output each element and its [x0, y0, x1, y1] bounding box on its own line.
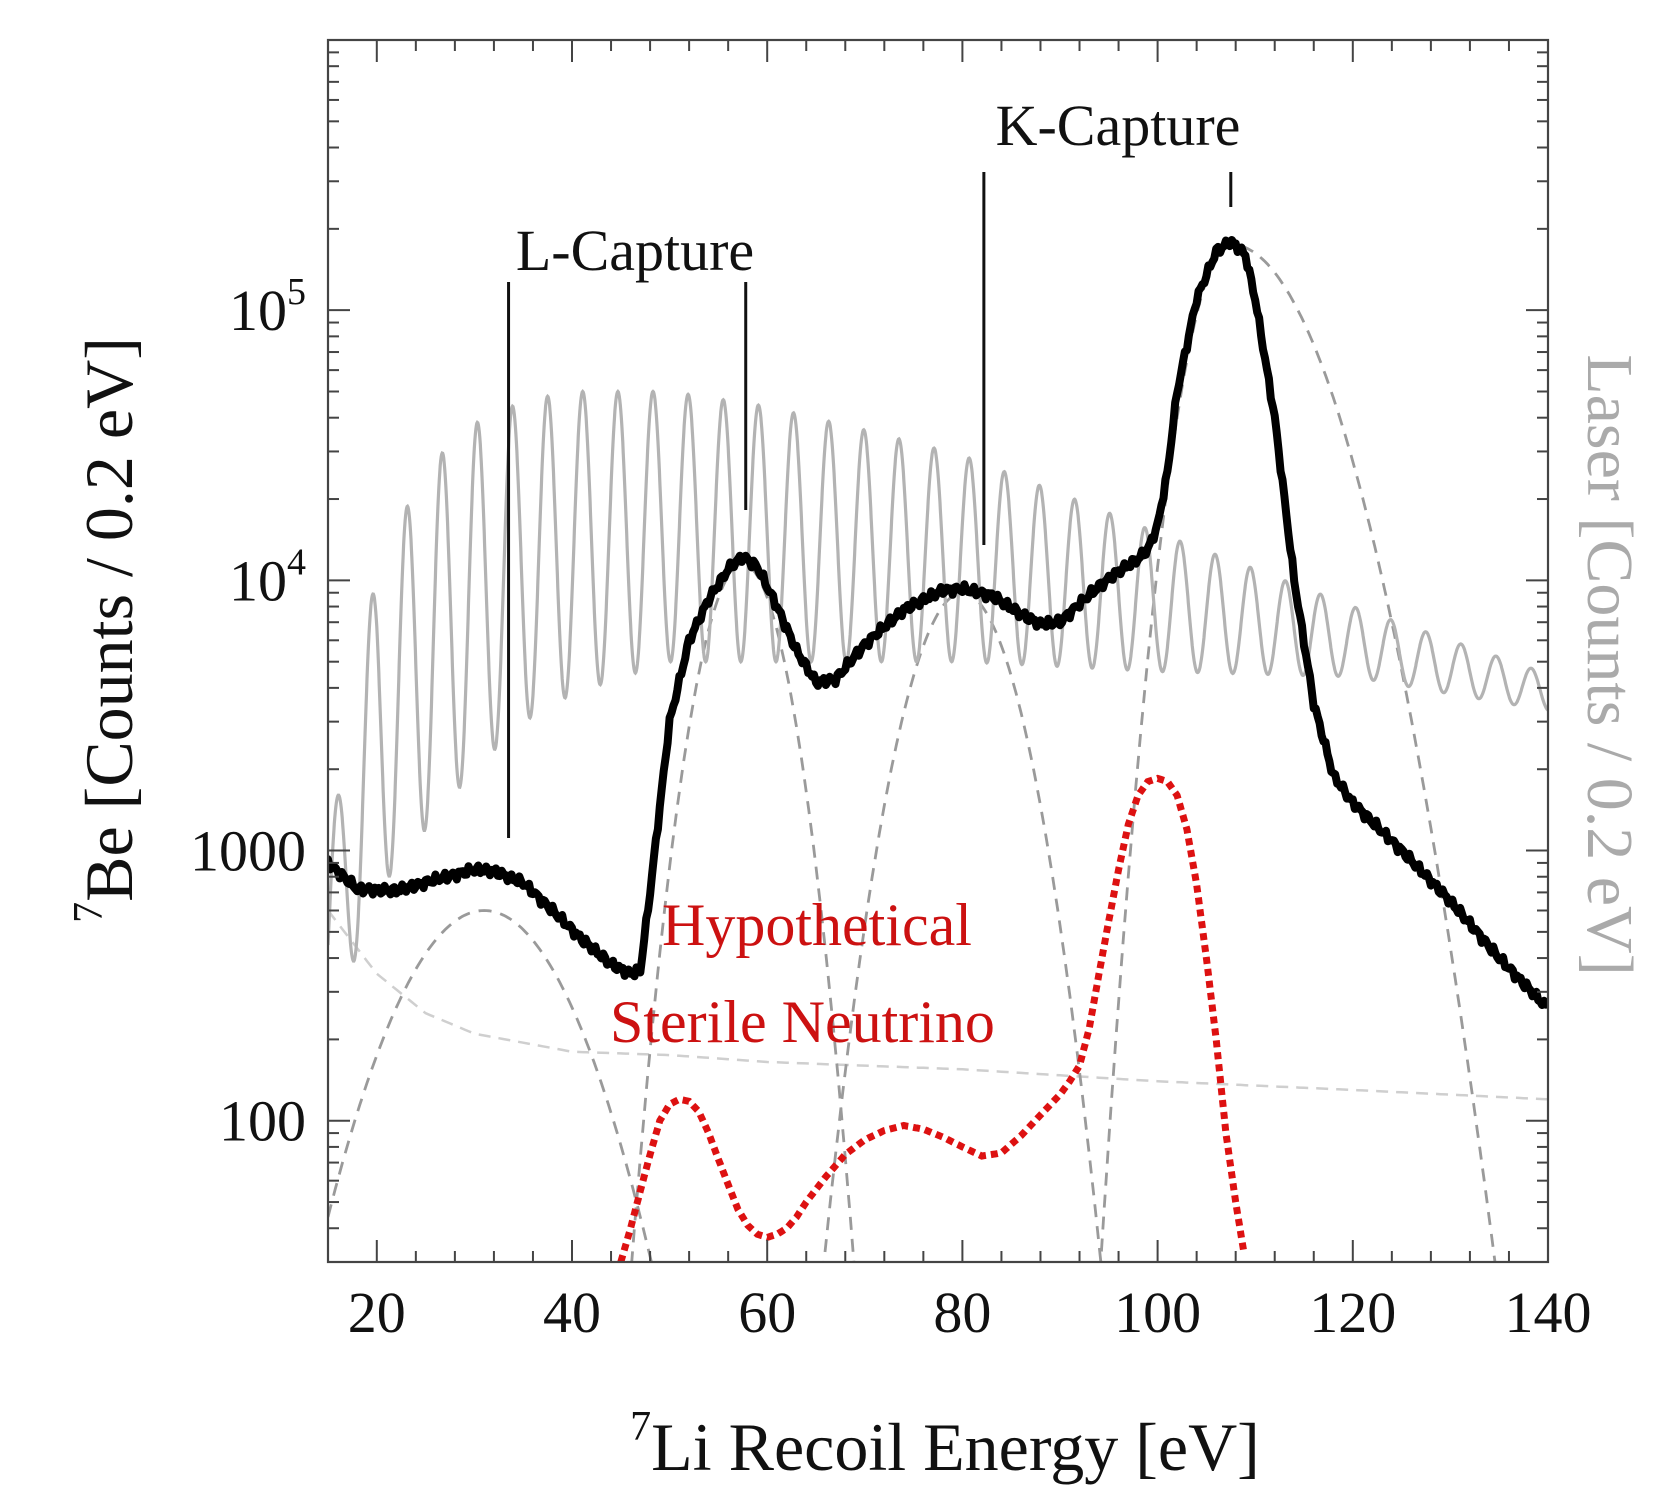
laser-group — [328, 389, 1548, 963]
y-axis-label-right: Laser [Counts / 0.2 eV] — [1573, 354, 1646, 975]
be7-spectrum-line — [328, 236, 1548, 1009]
l1-component-dashed-line — [328, 909, 653, 1262]
sterile-neutrino-label-line2: Sterile Neutrino — [610, 989, 995, 1055]
sterile-neutrino-label: Hypothetical Sterile Neutrino — [610, 892, 995, 1055]
sterile-neutrino-label-line1: Hypothetical — [662, 892, 972, 958]
y-axis-label-sup: 7 — [66, 902, 112, 923]
x-tick-label: 100 — [1114, 1280, 1201, 1345]
sterile-neutrino-dotted-line — [617, 774, 1247, 1262]
k2-component-dashed-line — [1099, 243, 1497, 1262]
y-tick-exponent: 5 — [287, 271, 306, 313]
x-tick-label: 20 — [348, 1280, 406, 1345]
y-tick-base: 10 — [229, 278, 287, 343]
plot-frame — [326, 38, 1550, 1264]
y-tick-base: 1000 — [190, 819, 306, 884]
background-dashed-line — [328, 909, 1548, 1101]
x-tick-label: 80 — [933, 1280, 991, 1345]
k-capture-label: K-Capture — [996, 93, 1241, 158]
x-tick-label: 120 — [1309, 1280, 1396, 1345]
plot-frame-group — [326, 38, 1550, 1264]
annotations-group: L-Capture K-Capture Hypothetical Sterile Ne… — [507, 93, 1241, 1055]
sterile-neutrino-group — [617, 774, 1247, 1262]
x-axis-label-sup: 7 — [630, 1404, 651, 1450]
y-tick-base: 10 — [229, 548, 287, 613]
x-axis-label: 7Li Recoil Energy [eV] — [630, 1404, 1260, 1485]
y-axis-label-text: Be [Counts / 0.2 eV] — [71, 337, 147, 902]
be7-group — [328, 236, 1548, 1009]
y-tick-exponent: 4 — [287, 541, 306, 583]
y-axis-label: 7Be [Counts / 0.2 eV] — [66, 337, 147, 923]
x-axis-label-text: Li Recoil Energy [eV] — [651, 1409, 1260, 1485]
x-tick-label: 60 — [738, 1280, 796, 1345]
y-tick-label: 104 — [229, 541, 306, 613]
y-tick-label: 100 — [219, 1089, 306, 1154]
y-tick-label: 1000 — [190, 819, 306, 884]
x-tick-label: 40 — [543, 1280, 601, 1345]
y-tick-base: 100 — [219, 1089, 306, 1154]
laser-spectrum-line — [328, 389, 1548, 963]
y-tick-label: 105 — [229, 271, 306, 343]
x-tick-label: 140 — [1505, 1280, 1592, 1345]
l-capture-label: L-Capture — [516, 218, 754, 283]
